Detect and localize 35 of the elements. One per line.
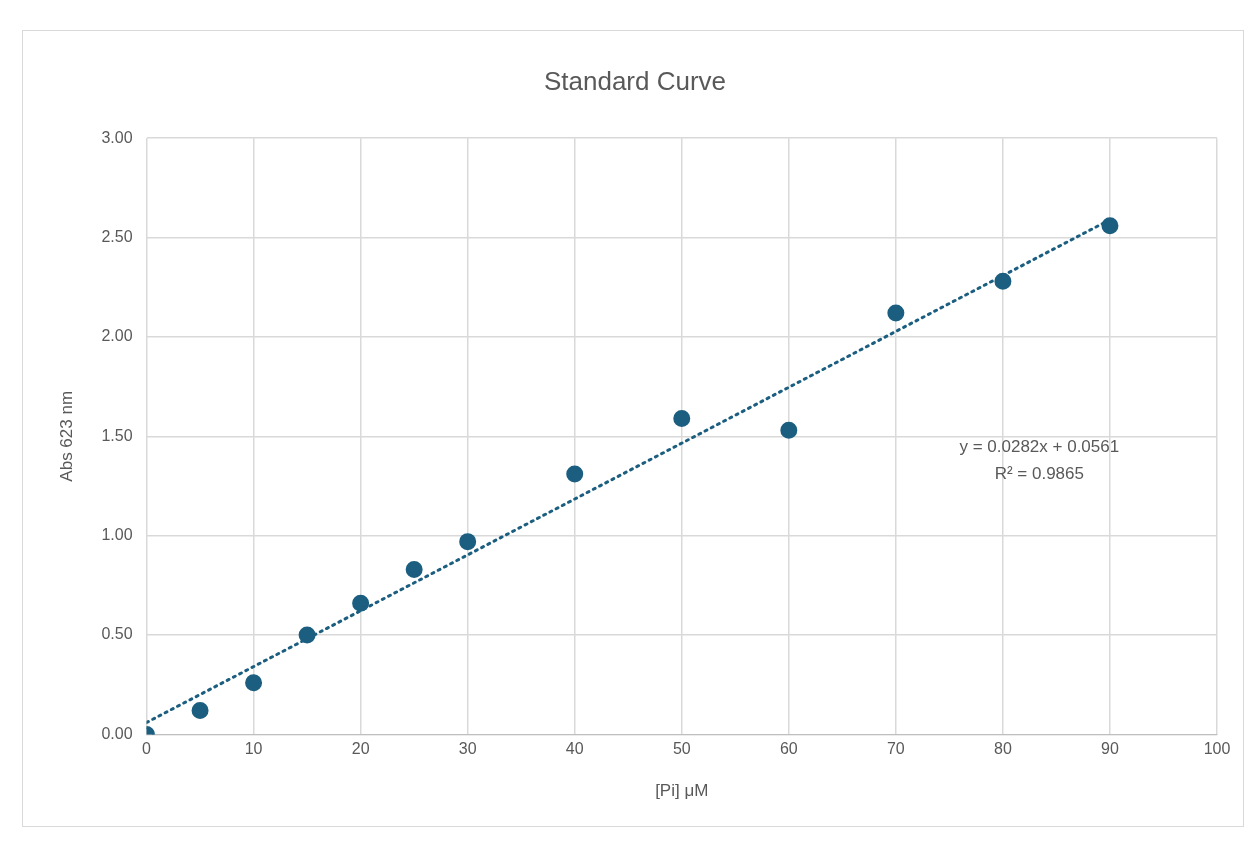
x-tick-label: 20 [351,740,370,758]
point [887,304,905,322]
x-tick-label: 10 [244,740,263,758]
y-tick-label: 0.00 [101,724,133,742]
x-tick-label: 80 [994,740,1012,758]
chart-title: Standard Curve [543,65,727,96]
point [352,594,370,612]
x-tick-label: 0 [142,740,152,758]
point [298,626,316,644]
y-tick-label: 2.50 [101,227,133,245]
x-tick-label: 60 [779,740,798,758]
point [405,560,423,578]
x-tick-label: 40 [565,740,584,758]
y-tick-label: 1.50 [101,426,133,444]
point [459,533,477,551]
point [673,409,691,427]
y-axis-title: Abs 623 nm [56,390,76,482]
point [191,702,209,720]
x-axis-title: [Pi] μM [655,781,709,801]
annotation: y = 0.0282x + 0.0561 [959,436,1120,456]
x-tick-label: 100 [1203,740,1231,758]
point [780,421,798,439]
point [1101,217,1119,235]
y-tick-label: 3.00 [101,128,133,146]
y-tick-label: 2.00 [101,327,133,345]
y-tick-label: 1.00 [101,526,133,544]
x-tick-label: 90 [1101,740,1119,758]
x-tick-label: 70 [886,740,905,758]
annotation: R² = 0.9865 [994,463,1084,483]
y-tick-label: 0.50 [101,625,133,643]
x-tick-label: 50 [672,740,691,758]
point [994,272,1012,290]
point [566,465,584,483]
x-tick-label: 30 [458,740,477,758]
point [245,674,263,692]
